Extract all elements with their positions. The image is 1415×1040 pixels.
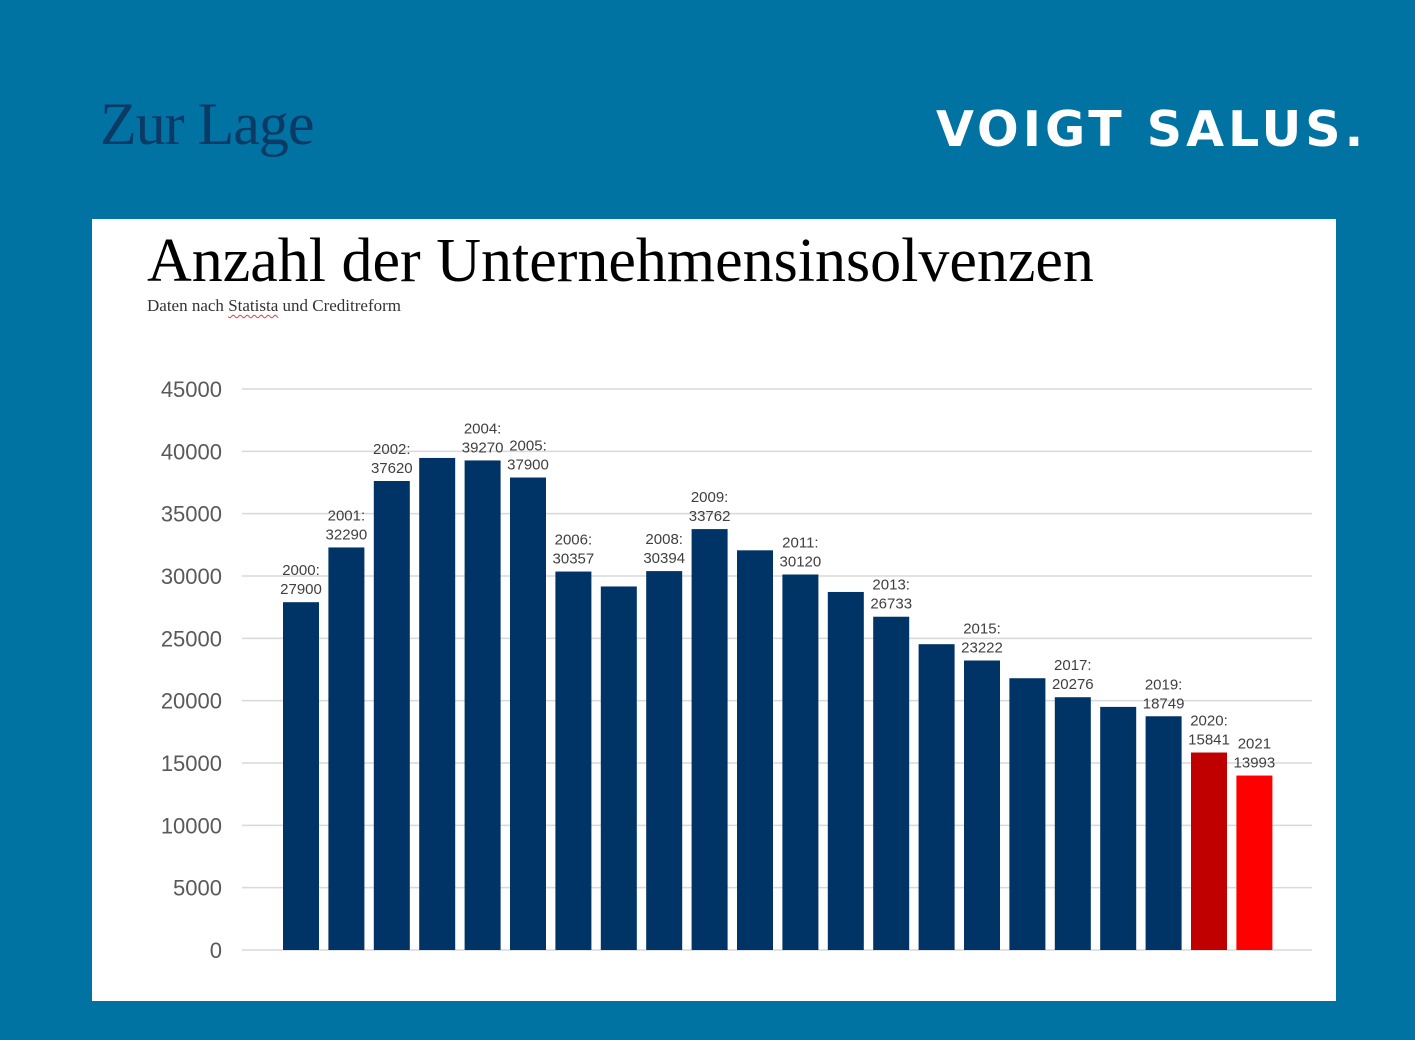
- data-label-2020: 2020: 15841: [1188, 713, 1230, 749]
- y-tick-label: 5000: [173, 876, 222, 901]
- data-label-2009: 2009: 33762: [689, 489, 731, 525]
- data-label-2000: 2000: 27900: [280, 562, 322, 598]
- y-tick-label: 15000: [161, 751, 222, 776]
- y-tick-label: 30000: [161, 564, 222, 589]
- bar-2012: [827, 591, 864, 950]
- data-label-2001: 2001: 32290: [326, 507, 368, 543]
- bars: [283, 457, 1273, 950]
- bar-2015: [964, 660, 1000, 950]
- slide-title: Zur Lage: [100, 91, 315, 157]
- data-label-2017: 2017: 20276: [1052, 657, 1094, 693]
- data-label-2002: 2002: 37620: [371, 441, 413, 477]
- bar-2001: [328, 547, 365, 950]
- bar-2009: [691, 529, 728, 950]
- data-label-2011: 2011: 30120: [780, 535, 822, 571]
- data-label-2019: 2019: 18749: [1143, 676, 1185, 712]
- bar-2019: [1145, 716, 1182, 950]
- data-label-2008: 2008: 30394: [643, 531, 685, 567]
- bar-2021: [1236, 775, 1273, 950]
- subtitle-prefix: Daten nach: [147, 296, 229, 315]
- bar-2011: [782, 574, 819, 950]
- bar-2013: [873, 616, 910, 950]
- y-axis-ticks: 0 5000 10000 15000 20000 25000 30000 35000 40000…: [161, 377, 222, 963]
- data-label-2005: 2005: 37900: [507, 438, 549, 474]
- subtitle-source: Statista: [228, 296, 279, 315]
- bar-2020: [1191, 752, 1227, 950]
- data-label-2004: 2004: 39270: [462, 420, 504, 456]
- y-tick-label: 10000: [161, 813, 222, 838]
- brand-logo: VOIGT SALUS.: [936, 100, 1367, 160]
- bar-2000: [283, 602, 319, 950]
- data-label-2021: 2021 13993: [1234, 736, 1276, 772]
- bar-2010: [737, 550, 773, 950]
- bar-2007: [600, 586, 637, 950]
- bar-2002: [373, 481, 410, 950]
- y-tick-label: 0: [210, 938, 222, 963]
- bar-2014: [918, 644, 955, 950]
- y-tick-label: 40000: [161, 439, 222, 464]
- data-label-2015: 2015: 23222: [961, 620, 1003, 656]
- bar-2005: [510, 477, 546, 950]
- bar-chart: 0 5000 10000 15000 20000 25000 30000 35000 40000…: [161, 377, 1312, 963]
- bar-2004: [464, 460, 501, 950]
- y-tick-label: 45000: [161, 377, 222, 402]
- brand-name: VOIGT SALUS: [936, 101, 1345, 158]
- bar-2016: [1009, 678, 1046, 950]
- bar-2017: [1054, 697, 1091, 950]
- bar-2006: [555, 571, 592, 950]
- brand-dot: .: [1344, 101, 1368, 158]
- data-label-2013: 2013: 26733: [870, 577, 912, 613]
- bar-2018: [1100, 706, 1137, 950]
- subtitle-suffix: und Creditreform: [278, 296, 402, 315]
- chart-panel: 0 5000 10000 15000 20000 25000 30000 35000 40000…: [92, 219, 1336, 1001]
- bar-2003: [419, 457, 456, 950]
- bar-2008: [646, 571, 683, 950]
- data-label-2006: 2006: 30357: [553, 532, 595, 568]
- y-tick-label: 35000: [161, 502, 222, 527]
- y-tick-label: 20000: [161, 689, 222, 714]
- chart-title: Anzahl der Unternehmensinsolvenzen: [147, 227, 1094, 295]
- y-tick-label: 25000: [161, 626, 222, 651]
- chart-subtitle: Daten nach Statista und Creditreform: [147, 295, 401, 317]
